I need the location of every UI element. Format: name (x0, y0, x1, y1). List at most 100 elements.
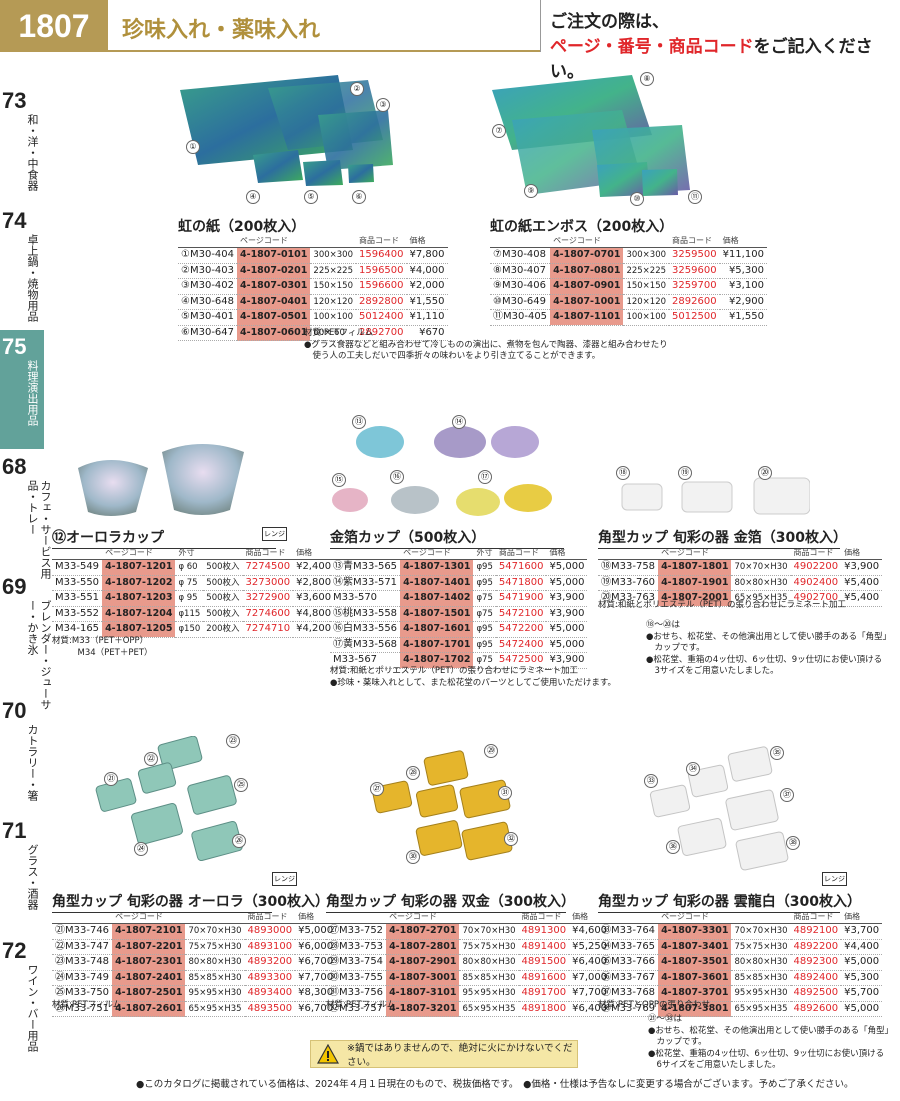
table-row: M33-567 4-1807-1702 φ75 5472500 ¥3,900 (330, 652, 588, 669)
table-row: ㉔M33-749 4-1807-2401 85×85×H30 4893300 ¥7,70… (52, 970, 337, 986)
price-table-rainbow: ページコード 商品コード 価格 ①M30-404 4-1807-0101 300×300… (178, 234, 448, 341)
tab-72[interactable]: 72 ワイン・バー用品 (0, 934, 44, 1064)
table-row: ②M30-403 4-1807-0201 225×225 1596500 ¥4,000 (178, 263, 448, 279)
square-gold-note: 材質:和紙とポリエステル（PET）の張り合わせにラミネート加工 (598, 600, 847, 610)
table-row: ⑪M30-405 4-1807-1101 100×100 5012500 ¥1,550 (490, 309, 767, 326)
table-row: ㉟M33-766 4-1807-3501 80×80×H30 4892300 ¥5,00… (598, 954, 883, 971)
footer-note: ●このカタログに掲載されている価格は、2024年４月１日現在のもので、税抜価格で… (136, 1079, 854, 1090)
table-row: ㊱M33-767 4-1807-3601 85×85×H30 4892400 ¥5,30… (598, 970, 883, 986)
tab-70[interactable]: 70 カトラリー・箸 (0, 694, 44, 814)
label-25: ㉕ (234, 778, 248, 792)
tab-74[interactable]: 74 卓上鍋・焼物用品 (0, 204, 44, 330)
table-row: ⑳M33-763 4-1807-2001 65×95×H35 4902700 ¥5,40… (598, 590, 883, 607)
label-30: ㉚ (406, 850, 420, 864)
table-row: ⑮桃M33-558 4-1807-1501 φ75 5472100 ¥3,900 (330, 606, 588, 622)
label-3: ③ (376, 98, 390, 112)
label-17: ⑰ (478, 470, 492, 484)
label-13: ⑬ (352, 415, 366, 429)
section-title: 虹の紙（200枚入） (178, 219, 306, 235)
table-row: M33-551 4-1807-1203 φ 95 500枚入 3272900 ¥3,600 (52, 590, 335, 607)
square-cup-unryu-white-photo (649, 746, 789, 871)
table-row: ③M30-402 4-1807-0301 150×150 1596600 ¥2,000 (178, 278, 448, 295)
table-row: ⑦M30-408 4-1807-0701 300×300 3259500 ¥11,100 (490, 247, 767, 264)
aurora-note: 材質:M33（PET＋OPP） M34（PET＋PET） (52, 636, 153, 658)
warning-text: ※鍋ではありませんので、絶対に火にかけないでください。 (347, 1043, 573, 1068)
table-row: ㉘M33-753 4-1807-2801 75×75×H30 4891400 ¥5,25… (326, 939, 611, 955)
table-row: ㉑M33-746 4-1807-2101 70×70×H30 4893000 ¥5,00… (52, 923, 337, 940)
table-row: ⑨M30-406 4-1807-0901 150×150 3259700 ¥3,100 (490, 278, 767, 295)
label-26: ㉖ (232, 834, 246, 848)
table-row: ㊲M33-768 4-1807-3701 95×95×H30 4892500 ¥5,70… (598, 985, 883, 1002)
label-15: ⑮ (332, 473, 346, 487)
gold-foil-note: 材質:和紙とポリエステル（PET）の張り合わせにラミネート加工 ●珍味・薬味入れ… (330, 666, 616, 688)
label-11: ⑪ (688, 190, 702, 204)
table-row: ①M30-404 4-1807-0101 300×300 1596400 ¥7,800 (178, 247, 448, 264)
label-37: ㊲ (780, 788, 794, 802)
tab-68[interactable]: 68 カフェ・サービス用品・トレー (0, 450, 52, 579)
label-16: ⑯ (390, 470, 404, 484)
page-number: 1807 (0, 0, 108, 52)
aurora-cup-photo (78, 444, 244, 516)
label-14: ⑭ (452, 415, 466, 429)
unryu-note2: ㉑〜㊳は ●おせち、松花堂、その他演出用として使い勝手のある「角型」 カップです… (648, 1014, 894, 1070)
tab-69[interactable]: 69 ブレンダー・ジューサー・かき氷 (0, 570, 52, 710)
notice-red: ページ・番号・商品コード (550, 37, 754, 57)
label-33: ㉝ (644, 774, 658, 788)
label-18: ⑱ (616, 466, 630, 480)
square-cup-gold-foil-photo (621, 477, 810, 515)
table-row: ㉞M33-765 4-1807-3401 75×75×H30 4892200 ¥4,40… (598, 939, 883, 955)
label-1: ① (186, 140, 200, 154)
label-32: ㉜ (504, 832, 518, 846)
label-21: ㉑ (104, 772, 118, 786)
label-34: ㉞ (686, 762, 700, 776)
table-row: ⑭紫M33-571 4-1807-1401 φ95 5471800 ¥5,000 (330, 575, 588, 591)
table-row: ⑥M30-647 4-1807-0601 60× 60 2892700 ¥670 (178, 325, 448, 341)
label-27: ㉗ (370, 782, 384, 796)
table-row: ⑯白M33-556 4-1807-1601 φ95 5472200 ¥5,000 (330, 621, 588, 638)
table-row: ㊳M33-769 4-1807-3801 65×95×H35 4892600 ¥5,00… (598, 1001, 883, 1017)
table-row: M33-570 4-1807-1402 φ75 5471900 ¥3,900 (330, 590, 588, 607)
label-9: ⑨ (524, 184, 538, 198)
tab-75[interactable]: 75 料理演出用品 (0, 330, 44, 450)
square-cup-double-gold-photo (371, 750, 513, 861)
table-row: ㉚M33-755 4-1807-3001 85×85×H30 4891600 ¥7,00… (326, 970, 611, 986)
gold-foil-cup-photo (332, 426, 552, 516)
square-aurora-note: 材質:PETフィルム (52, 1000, 122, 1010)
header-divider (540, 0, 541, 52)
table-row: M33-552 4-1807-1204 φ115 500枚入 7274600 ¥4,800 (52, 606, 335, 622)
rainbow-emboss-photo (492, 75, 690, 197)
table-row: ㉒M33-747 4-1807-2201 75×75×H30 4893100 ¥6,00… (52, 939, 337, 955)
label-7: ⑦ (492, 124, 506, 138)
label-28: ㉘ (406, 766, 420, 780)
price-table-square-gold-foil: ページコード 商品コード 価格 ⑱M33-758 4-1807-1801 70×70×H… (598, 546, 883, 607)
table-row: ㉛M33-756 4-1807-3101 95×95×H30 4891700 ¥7,70… (326, 985, 611, 1002)
label-4: ④ (246, 190, 260, 204)
tab-73[interactable]: 73 和・洋・中食器 (0, 84, 44, 204)
price-table-gold-foil: ページコード 外寸 商品コード 価格 ⑬青M33-565 4-1807-1301 φ95 5… (330, 546, 588, 669)
microwave-badge: レンジ (272, 872, 297, 886)
label-38: ㊳ (786, 836, 800, 850)
table-row: M34-165 4-1807-1205 φ150 200枚入 7274710 ¥4,200 (52, 621, 335, 638)
label-31: ㉛ (498, 786, 512, 800)
table-row: M33-549 4-1807-1201 φ 60 500枚入 7274500 ¥2,400 (52, 559, 335, 576)
table-row: ㉕M33-750 4-1807-2501 95×95×H30 4893400 ¥8,30… (52, 985, 337, 1002)
table-row: ㉜M33-757 4-1807-3201 65×95×H35 4891800 ¥6,40… (326, 1001, 611, 1017)
price-table-square-unryu-white: ページコード 商品コード 価格 ㉝M33-764 4-1807-3301 70×70×H… (598, 910, 883, 1017)
label-8: ⑧ (640, 72, 654, 86)
table-row: ⑤M30-401 4-1807-0501 100×100 5012400 ¥1,110 (178, 309, 448, 326)
tab-71[interactable]: 71 グラス・酒器 (0, 814, 44, 934)
label-36: ㊱ (666, 840, 680, 854)
header-rule (108, 50, 540, 52)
double-gold-note: 材質:PETフィルム (326, 1000, 396, 1010)
square-gold-note2: ⑱〜⑳は ●おせち、松花堂、その他演出用として使い勝手のある「角型」 カップです… (646, 620, 892, 676)
table-row: ⑬青M33-565 4-1807-1301 φ95 5471600 ¥5,000 (330, 559, 588, 576)
label-24: ㉔ (134, 842, 148, 856)
label-22: ㉒ (144, 752, 158, 766)
notice-line2: をご記入ください。 (550, 37, 873, 82)
table-row: M33-550 4-1807-1202 φ 75 500枚入 3273000 ¥2,800 (52, 575, 335, 591)
label-10: ⑩ (630, 192, 644, 206)
label-6: ⑥ (352, 190, 366, 204)
label-23: ㉓ (226, 734, 240, 748)
price-table-aurora: ページコード 外寸 商品コード 価格 M33-549 4-1807-1201 φ 60 50… (52, 546, 335, 638)
label-20: ⑳ (758, 466, 772, 480)
